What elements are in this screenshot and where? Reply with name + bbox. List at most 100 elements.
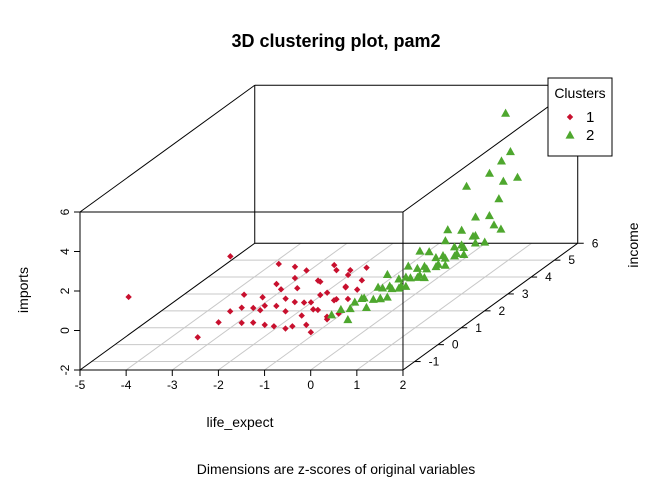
cluster-1-point <box>342 283 349 290</box>
cluster-2-point <box>368 294 378 303</box>
cluster-2-point <box>440 253 450 262</box>
cluster-1-point <box>363 264 370 271</box>
cluster-2-point <box>424 247 434 256</box>
cluster-2-point <box>468 231 478 240</box>
cluster-1-point <box>238 319 245 327</box>
cluster-1-point <box>273 280 280 288</box>
cluster-1-point <box>344 295 352 303</box>
y-tick-label: 4 <box>545 270 552 284</box>
cluster-2-point <box>505 147 515 156</box>
cluster-1-point <box>291 263 299 270</box>
z-tick-label: 0 <box>58 327 72 334</box>
y-tick-label: 5 <box>568 253 575 267</box>
cluster-2-point <box>345 304 355 313</box>
box-edge <box>79 84 256 213</box>
cluster-2-point <box>431 262 441 271</box>
cluster-2-point <box>382 269 392 279</box>
x-tick-label: 1 <box>353 378 360 392</box>
cluster-2-point <box>443 225 453 234</box>
cluster-1-point <box>358 277 366 284</box>
cluster-1-point <box>194 334 201 341</box>
cluster-1-point <box>314 306 322 314</box>
cluster-1-point <box>282 295 289 302</box>
cluster-1-point <box>347 266 354 274</box>
cluster-2-point <box>357 293 367 302</box>
cluster-1-point <box>291 298 299 306</box>
grid-line-x <box>125 242 302 371</box>
cluster-1-point <box>330 297 338 304</box>
z-tick-label: 2 <box>58 287 72 294</box>
cluster-1-point <box>294 285 301 292</box>
cluster-2-point <box>327 310 337 319</box>
cluster-1-point <box>249 319 257 326</box>
cluster-2-point <box>484 211 494 220</box>
grid-line-x <box>264 242 440 371</box>
cluster-2-point <box>403 261 413 270</box>
data-points <box>125 108 523 341</box>
cluster-1-point <box>282 325 289 332</box>
cluster-2-point <box>382 292 392 301</box>
x-tick-label: -3 <box>167 378 178 392</box>
cluster-2-point <box>459 242 469 251</box>
cluster-2-point <box>394 274 404 283</box>
cluster-2-point <box>431 253 441 262</box>
cluster-2-point <box>470 238 480 247</box>
cluster-2-point <box>449 242 459 251</box>
y-axis-label: income <box>625 222 641 267</box>
cluster-2-point <box>401 281 411 290</box>
cluster-1-point <box>323 289 331 296</box>
cluster-1-point <box>354 286 361 293</box>
cluster-1-point <box>331 261 338 269</box>
y-tick-label: 6 <box>592 236 599 250</box>
y-tick-label: 2 <box>499 304 506 318</box>
cluster-2-point <box>378 283 388 292</box>
cluster-2-point <box>485 168 495 177</box>
cluster-2-point <box>412 263 422 272</box>
legend-marker-2 <box>565 130 575 139</box>
cluster-1-point <box>226 308 234 315</box>
x-tick-label: -4 <box>121 378 132 392</box>
legend-label-1: 1 <box>586 109 594 126</box>
y-tick-label: -1 <box>429 355 440 369</box>
cluster-2-point <box>343 315 353 324</box>
cluster-2-point <box>422 264 432 273</box>
x-tick-label: 0 <box>307 378 314 392</box>
x-tick-label: -1 <box>259 378 270 392</box>
cluster-2-point <box>480 237 490 246</box>
cluster-2-point <box>415 246 425 255</box>
chart-title: 3D clustering plot, pam2 <box>231 31 440 51</box>
cluster-1-point <box>282 308 289 315</box>
cluster-2-point <box>387 284 397 293</box>
cluster-2-point <box>496 224 506 233</box>
cluster-1-point <box>125 293 132 301</box>
legend: Clusters 12 <box>547 77 613 157</box>
x-axis-label: life_expect <box>207 414 274 430</box>
cluster-2-point <box>361 302 371 312</box>
cluster-1-point <box>261 302 268 309</box>
cluster-2-point <box>419 273 429 282</box>
cluster-1-point <box>303 321 310 329</box>
cluster-1-point <box>333 266 340 274</box>
cluster-2-point <box>462 181 472 190</box>
cluster-1-point <box>317 278 324 285</box>
cluster-2-point <box>440 236 450 245</box>
cluster-2-point <box>412 272 422 281</box>
cluster-1-point <box>275 260 282 268</box>
cluster-1-point <box>227 253 234 260</box>
y-tick-label: 3 <box>522 287 529 301</box>
cluster-1-point <box>257 307 264 314</box>
cluster-2-point <box>450 251 460 260</box>
floor-grid <box>79 242 579 371</box>
y-tick-label: 0 <box>452 338 459 352</box>
cluster-2-point <box>471 212 481 221</box>
cluster-1-point <box>215 319 222 326</box>
box-edge <box>402 242 579 371</box>
z-axis-label: imports <box>15 267 31 313</box>
cluster-1-point <box>259 294 266 301</box>
cluster-1-point <box>270 323 278 330</box>
cluster-2-point <box>457 225 467 234</box>
x-tick-label: -2 <box>213 378 224 392</box>
cluster-1-point <box>238 304 245 311</box>
cluster-2-point <box>459 249 469 259</box>
